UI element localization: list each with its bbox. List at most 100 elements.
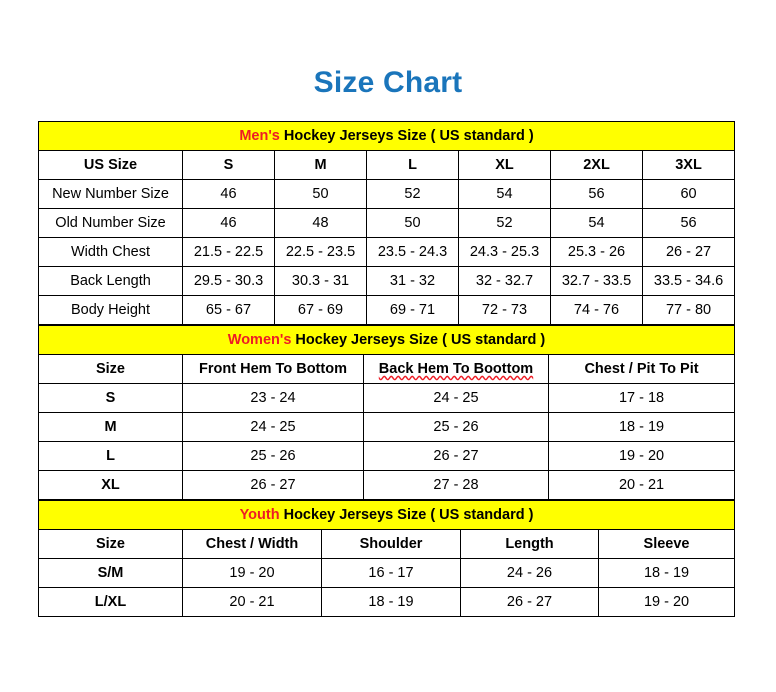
mens-cell-0-2: 52 [366, 179, 459, 209]
mens-row-label-4: Body Height [38, 295, 183, 325]
mens-banner-accent: Men's [239, 128, 280, 144]
youth-header-row: Size Chest / Width Shoulder Length Sleev… [38, 529, 736, 559]
mens-cell-0-5: 60 [641, 179, 736, 209]
mens-col-head-3: L [366, 150, 459, 180]
youth-col-head-0: Size [38, 529, 183, 559]
table-row: L 25 - 26 26 - 27 19 - 20 [38, 441, 736, 471]
size-tables-container: Men's Hockey Jerseys Size ( US standard … [37, 121, 736, 617]
mens-cell-4-4: 74 - 76 [550, 295, 643, 325]
mens-cell-1-4: 54 [550, 208, 643, 238]
mens-cell-3-4: 32.7 - 33.5 [550, 266, 643, 296]
youth-col-head-1: Chest / Width [182, 529, 322, 559]
womens-banner-accent: Women's [227, 332, 292, 348]
mens-cell-4-0: 65 - 67 [182, 295, 275, 325]
table-row: S/M 19 - 20 16 - 17 24 - 26 18 - 19 [38, 558, 736, 588]
mens-cell-1-2: 50 [366, 208, 459, 238]
mens-cell-3-5: 33.5 - 34.6 [641, 266, 736, 296]
table-row: Width Chest 21.5 - 22.5 22.5 - 23.5 23.5… [38, 237, 736, 267]
womens-col-head-0: Size [38, 354, 183, 384]
mens-banner-rest: Hockey Jerseys Size ( US standard ) [279, 128, 534, 144]
mens-cell-1-0: 46 [182, 208, 275, 238]
mens-cell-0-0: 46 [182, 179, 275, 209]
mens-cell-1-3: 52 [458, 208, 551, 238]
womens-col-head-2: Back Hem To Boottom [363, 354, 549, 384]
youth-cell-0-0: 19 - 20 [182, 558, 322, 588]
mens-row-label-1: Old Number Size [38, 208, 183, 238]
youth-cell-1-2: 26 - 27 [460, 587, 599, 617]
mens-cell-4-2: 69 - 71 [366, 295, 459, 325]
youth-row-label-1: L/XL [38, 587, 183, 617]
mens-size-table: Men's Hockey Jerseys Size ( US standard … [37, 121, 736, 325]
youth-section-banner-row: Youth Hockey Jerseys Size ( US standard … [37, 500, 736, 530]
mens-cell-3-3: 32 - 32.7 [458, 266, 551, 296]
womens-row-label-0: S [38, 383, 183, 413]
mens-cell-4-5: 77 - 80 [641, 295, 736, 325]
womens-cell-0-1: 24 - 25 [363, 383, 549, 413]
mens-cell-2-4: 25.3 - 26 [550, 237, 643, 267]
womens-row-label-2: L [38, 441, 183, 471]
youth-cell-1-1: 18 - 19 [321, 587, 461, 617]
mens-cell-0-1: 50 [274, 179, 367, 209]
mens-col-head-2: M [274, 150, 367, 180]
table-row: S 23 - 24 24 - 25 17 - 18 [38, 383, 736, 413]
womens-section-banner-row: Women's Hockey Jerseys Size ( US standar… [37, 325, 736, 355]
youth-banner-rest: Hockey Jerseys Size ( US standard ) [279, 507, 534, 523]
mens-row-label-2: Width Chest [38, 237, 183, 267]
table-row: M 24 - 25 25 - 26 18 - 19 [38, 412, 736, 442]
womens-cell-3-1: 27 - 28 [363, 470, 549, 500]
youth-cell-0-2: 24 - 26 [460, 558, 599, 588]
youth-section-banner: Youth Hockey Jerseys Size ( US standard … [37, 500, 736, 530]
mens-cell-2-5: 26 - 27 [641, 237, 736, 267]
mens-section-banner-row: Men's Hockey Jerseys Size ( US standard … [37, 121, 736, 151]
table-row: XL 26 - 27 27 - 28 20 - 21 [38, 470, 736, 500]
youth-banner-accent: Youth [239, 507, 280, 523]
womens-section-banner: Women's Hockey Jerseys Size ( US standar… [37, 325, 736, 355]
mens-cell-3-2: 31 - 32 [366, 266, 459, 296]
mens-cell-4-3: 72 - 73 [458, 295, 551, 325]
mens-row-label-0: New Number Size [38, 179, 183, 209]
mens-col-head-4: XL [458, 150, 551, 180]
womens-cell-3-2: 20 - 21 [547, 470, 736, 500]
youth-cell-1-3: 19 - 20 [597, 587, 736, 617]
mens-col-head-1: S [182, 150, 275, 180]
youth-size-table: Youth Hockey Jerseys Size ( US standard … [37, 500, 736, 617]
womens-cell-2-1: 26 - 27 [363, 441, 549, 471]
mens-row-label-3: Back Length [38, 266, 183, 296]
mens-cell-0-3: 54 [458, 179, 551, 209]
table-row: New Number Size 46 50 52 54 56 60 [38, 179, 736, 209]
womens-row-label-3: XL [38, 470, 183, 500]
table-row: Back Length 29.5 - 30.3 30.3 - 31 31 - 3… [38, 266, 736, 296]
womens-col-head-1: Front Hem To Bottom [182, 354, 364, 384]
womens-row-label-1: M [38, 412, 183, 442]
womens-cell-2-2: 19 - 20 [547, 441, 736, 471]
mens-cell-3-1: 30.3 - 31 [274, 266, 367, 296]
womens-cell-0-0: 23 - 24 [182, 383, 364, 413]
womens-col-head-3: Chest / Pit To Pit [547, 354, 736, 384]
womens-cell-1-0: 24 - 25 [182, 412, 364, 442]
table-row: L/XL 20 - 21 18 - 19 26 - 27 19 - 20 [38, 587, 736, 617]
mens-cell-1-1: 48 [274, 208, 367, 238]
mens-cell-4-1: 67 - 69 [274, 295, 367, 325]
womens-header-row: Size Front Hem To Bottom Back Hem To Boo… [38, 354, 736, 384]
mens-col-head-5: 2XL [550, 150, 643, 180]
youth-col-head-3: Length [460, 529, 599, 559]
womens-cell-1-1: 25 - 26 [363, 412, 549, 442]
youth-cell-0-1: 16 - 17 [321, 558, 461, 588]
womens-cell-1-2: 18 - 19 [547, 412, 736, 442]
mens-col-head-6: 3XL [641, 150, 736, 180]
mens-cell-2-2: 23.5 - 24.3 [366, 237, 459, 267]
mens-col-head-0: US Size [38, 150, 183, 180]
womens-cell-0-2: 17 - 18 [547, 383, 736, 413]
youth-row-label-0: S/M [38, 558, 183, 588]
mens-cell-2-0: 21.5 - 22.5 [182, 237, 275, 267]
womens-banner-rest: Hockey Jerseys Size ( US standard ) [291, 332, 546, 348]
mens-cell-0-4: 56 [550, 179, 643, 209]
table-row: Body Height 65 - 67 67 - 69 69 - 71 72 -… [38, 295, 736, 325]
youth-cell-1-0: 20 - 21 [182, 587, 322, 617]
womens-col-head-2-text: Back Hem To Boottom [378, 361, 534, 377]
mens-cell-2-1: 22.5 - 23.5 [274, 237, 367, 267]
womens-size-table: Women's Hockey Jerseys Size ( US standar… [37, 325, 736, 500]
womens-cell-2-0: 25 - 26 [182, 441, 364, 471]
mens-cell-2-3: 24.3 - 25.3 [458, 237, 551, 267]
